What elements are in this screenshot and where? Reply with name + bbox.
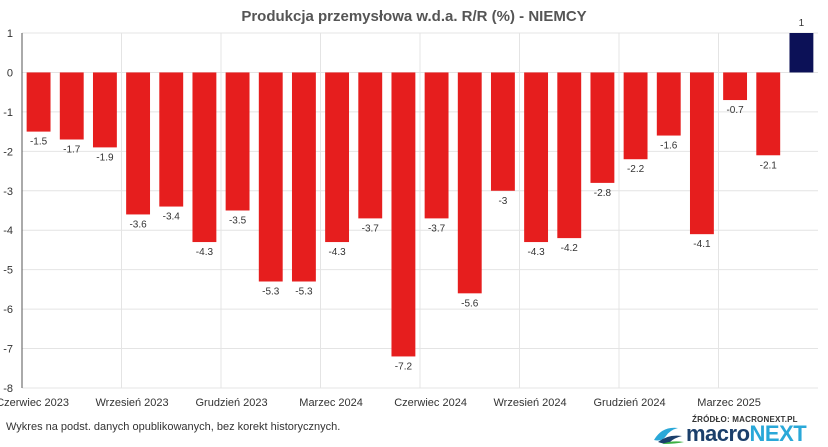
bar: [358, 72, 383, 219]
bar: [756, 72, 781, 156]
x-tick-label: Marzec 2024: [299, 397, 363, 409]
bar: [391, 72, 416, 357]
bar: [689, 72, 714, 235]
y-tick-label: -7: [3, 344, 13, 356]
data-label: -3.7: [362, 223, 380, 234]
bar: [490, 72, 515, 191]
data-label: -3.5: [229, 216, 247, 227]
bar: [325, 72, 350, 243]
x-tick-label: Czerwiec 2023: [0, 397, 69, 409]
bar: [258, 72, 283, 282]
bar: [723, 72, 748, 101]
data-label: -4.1: [693, 239, 711, 250]
bar: [192, 72, 217, 243]
data-label: 1: [799, 18, 805, 29]
footnote: Wykres na podst. danych opublikowanych, …: [6, 421, 341, 433]
y-tick-label: 0: [7, 67, 13, 79]
logo-next-text: NEXT: [749, 421, 807, 446]
bar: [789, 33, 814, 73]
bar: [26, 72, 51, 132]
bar: [590, 72, 615, 183]
bar: [424, 72, 449, 219]
data-label: -3: [498, 196, 507, 207]
x-tick-label: Marzec 2025: [697, 397, 761, 409]
y-tick-label: 1: [7, 28, 13, 40]
data-label: -3.4: [163, 212, 181, 223]
y-tick-label: -8: [3, 383, 13, 395]
data-label: -4.3: [328, 247, 346, 258]
data-label: -2.8: [594, 188, 612, 199]
bar: [557, 72, 582, 239]
bar: [225, 72, 250, 211]
logo-macro-text: macro: [686, 421, 750, 446]
x-tick-label: Grudzień 2023: [195, 397, 267, 409]
data-label: -4.3: [196, 247, 214, 258]
data-label: -1.7: [63, 145, 81, 156]
bar: [92, 72, 117, 148]
x-tick-label: Grudzień 2024: [593, 397, 665, 409]
data-label: -2.2: [627, 164, 645, 175]
bar: [656, 72, 681, 136]
data-label: -5.6: [461, 298, 479, 309]
logo-mark-icon: [654, 427, 684, 444]
source-label: ŹRÓDŁO: MACRONEXT.PL: [692, 415, 798, 424]
bar: [524, 72, 549, 243]
bar: [159, 72, 184, 207]
data-label: -3.7: [428, 223, 446, 234]
data-label: -1.5: [30, 137, 48, 148]
y-tick-label: -5: [3, 265, 13, 277]
data-label: -7.2: [395, 361, 413, 372]
bar: [457, 72, 482, 294]
y-tick-label: -1: [3, 107, 13, 119]
data-label: -4.2: [561, 243, 579, 254]
x-tick-label: Czerwiec 2024: [394, 397, 467, 409]
bar: [126, 72, 151, 215]
data-label: -0.7: [726, 105, 744, 116]
data-label: -3.6: [129, 219, 147, 230]
data-label: -1.9: [96, 152, 114, 163]
y-tick-label: -4: [3, 225, 13, 237]
bar: [623, 72, 648, 160]
data-label: -5.3: [295, 287, 313, 298]
macronext-logo: macroNEXT: [652, 420, 822, 446]
chart-title: Produkcja przemysłowa w.d.a. R/R (%) - N…: [241, 8, 587, 25]
data-label: -5.3: [262, 287, 280, 298]
bar: [291, 72, 316, 282]
logo-text: macroNEXT: [686, 421, 807, 447]
x-tick-label: Wrzesień 2023: [95, 397, 168, 409]
bar: [59, 72, 84, 140]
data-label: -4.3: [527, 247, 545, 258]
y-tick-label: -2: [3, 146, 13, 158]
data-label: -1.6: [660, 141, 678, 152]
data-label: -2.1: [760, 160, 778, 171]
x-tick-label: Wrzesień 2024: [493, 397, 566, 409]
y-tick-label: -3: [3, 186, 13, 198]
y-tick-label: -6: [3, 304, 13, 316]
